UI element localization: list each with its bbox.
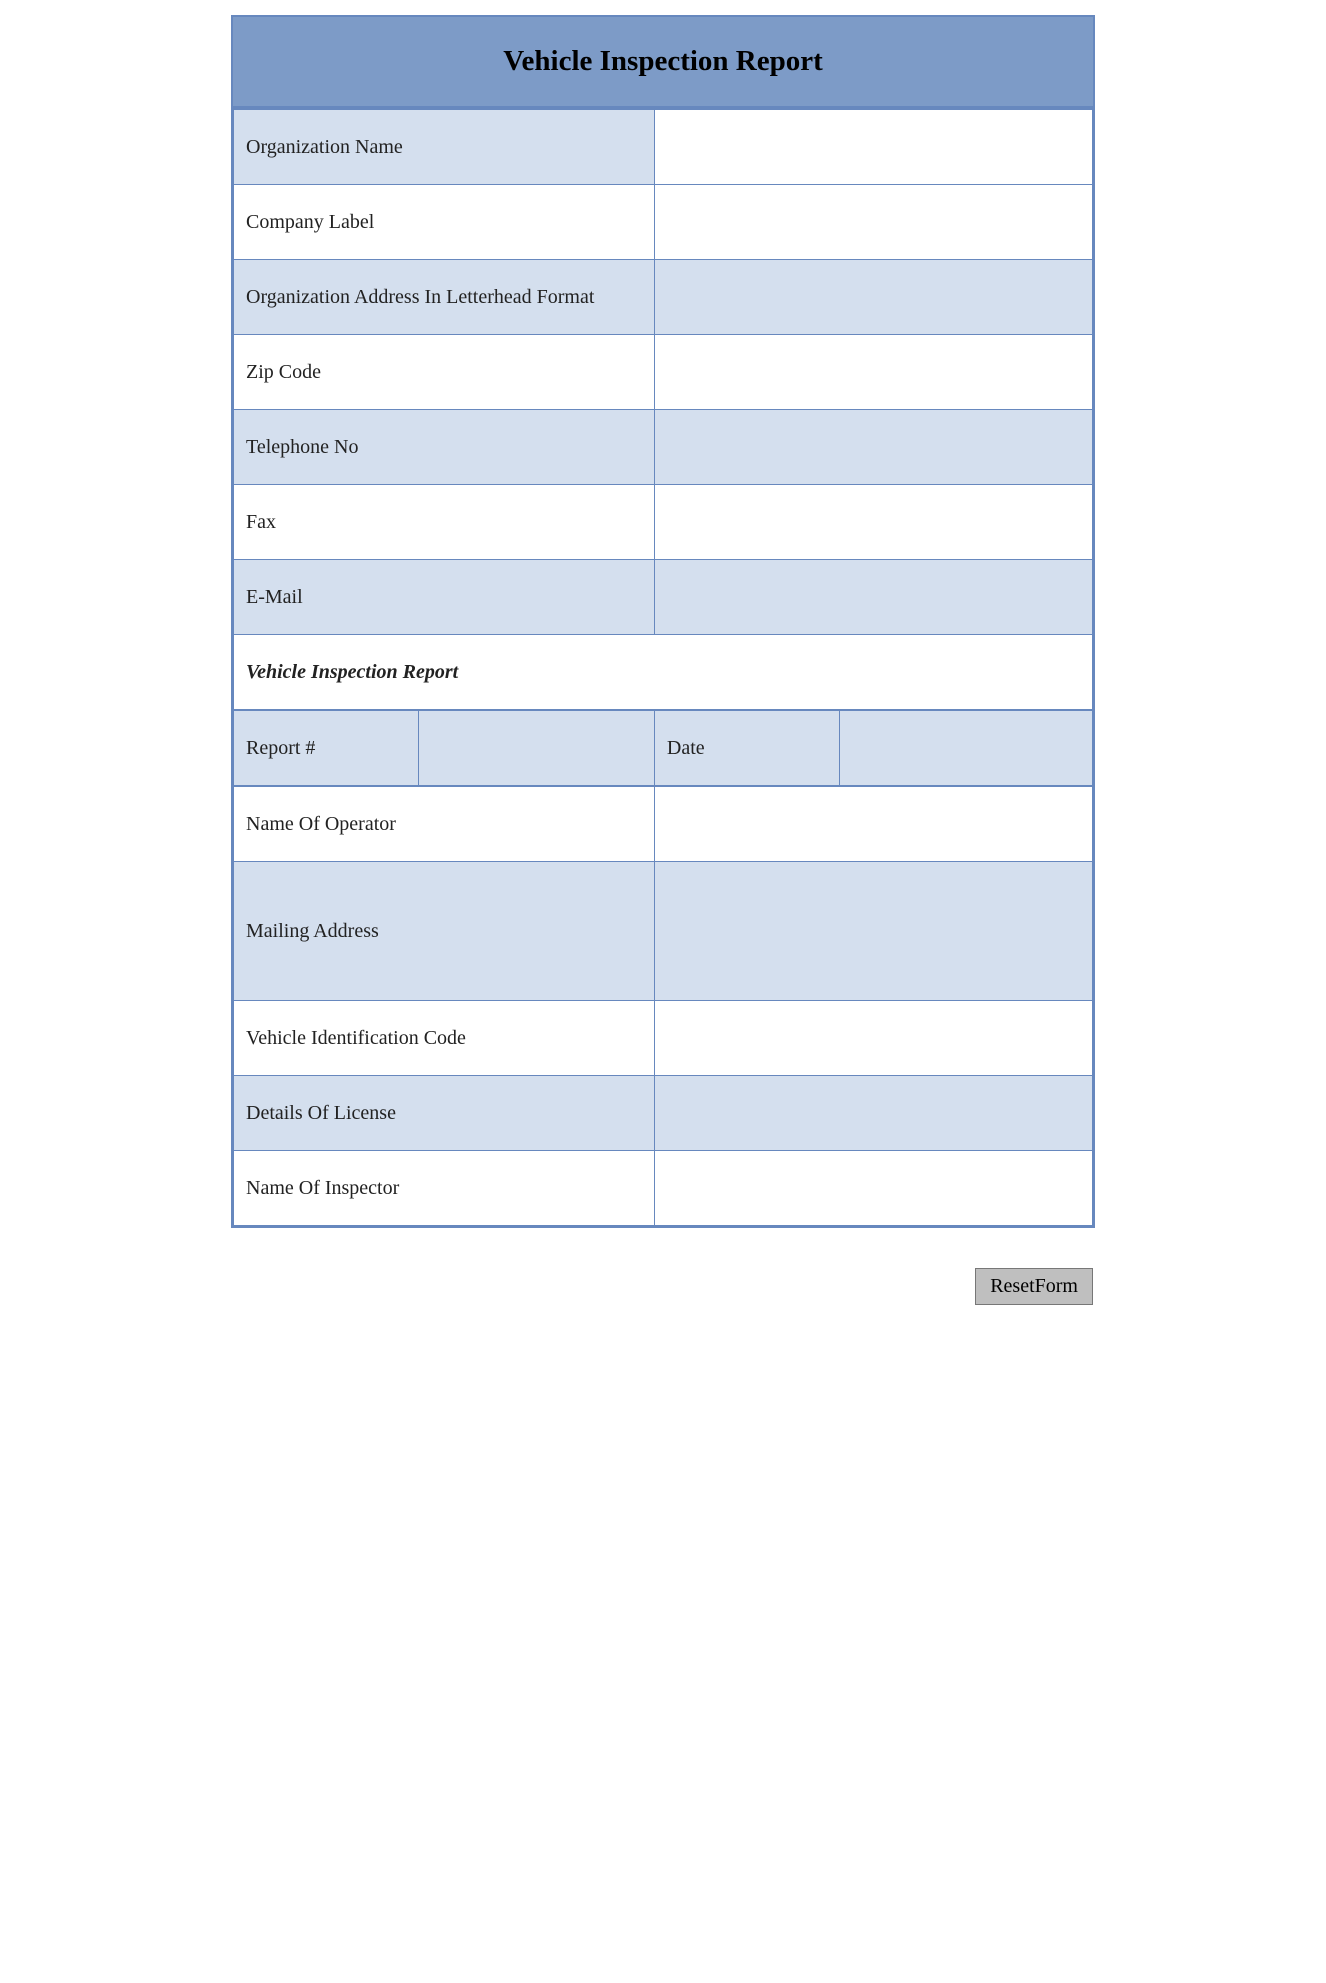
label-license: Details Of License	[234, 1076, 655, 1151]
cell-company-label	[654, 185, 1092, 260]
input-zip-code[interactable]	[667, 360, 1084, 384]
input-date[interactable]	[852, 736, 1084, 760]
row-zip-code: Zip Code	[234, 335, 1093, 410]
input-company-label[interactable]	[667, 210, 1084, 234]
form-title: Vehicle Inspection Report	[233, 45, 1093, 78]
details-table: Name Of Operator Mailing Address Vehicle…	[233, 786, 1093, 1226]
footer: ResetForm	[233, 1268, 1093, 1305]
input-email[interactable]	[667, 585, 1084, 609]
row-telephone: Telephone No	[234, 410, 1093, 485]
input-license[interactable]	[667, 1101, 1084, 1125]
label-vin: Vehicle Identification Code	[234, 1001, 655, 1076]
form-container: Vehicle Inspection Report Organization N…	[231, 15, 1095, 1228]
label-date: Date	[654, 711, 839, 786]
label-company-label: Company Label	[234, 185, 655, 260]
input-org-name[interactable]	[667, 135, 1084, 159]
cell-fax	[654, 485, 1092, 560]
label-mailing: Mailing Address	[234, 862, 655, 1001]
cell-zip-code	[654, 335, 1092, 410]
cell-org-address	[654, 260, 1092, 335]
cell-report-number	[418, 711, 654, 786]
label-email: E-Mail	[234, 560, 655, 635]
input-operator[interactable]	[667, 812, 1084, 836]
input-telephone[interactable]	[667, 435, 1084, 459]
section-title: Vehicle Inspection Report	[234, 635, 1093, 710]
reset-form-button[interactable]: ResetForm	[975, 1268, 1093, 1305]
row-inspector: Name Of Inspector	[234, 1151, 1093, 1226]
report-date-table: Report # Date	[233, 710, 1093, 786]
cell-operator	[654, 787, 1092, 862]
row-org-name: Organization Name	[234, 110, 1093, 185]
row-company-label: Company Label	[234, 185, 1093, 260]
cell-org-name	[654, 110, 1092, 185]
input-vin[interactable]	[667, 1026, 1084, 1050]
label-report-number: Report #	[234, 711, 419, 786]
section-row: Vehicle Inspection Report	[234, 635, 1093, 710]
row-mailing: Mailing Address	[234, 862, 1093, 1001]
row-org-address: Organization Address In Letterhead Forma…	[234, 260, 1093, 335]
input-report-number[interactable]	[431, 736, 646, 760]
cell-inspector	[654, 1151, 1092, 1226]
input-fax[interactable]	[667, 510, 1084, 534]
input-inspector[interactable]	[667, 1176, 1084, 1200]
row-report-date: Report # Date	[234, 711, 1093, 786]
label-org-name: Organization Name	[234, 110, 655, 185]
label-inspector: Name Of Inspector	[234, 1151, 655, 1226]
row-operator: Name Of Operator	[234, 787, 1093, 862]
form-table: Organization Name Company Label Organiza…	[233, 109, 1093, 710]
cell-vin	[654, 1001, 1092, 1076]
row-fax: Fax	[234, 485, 1093, 560]
cell-mailing	[654, 862, 1092, 1001]
row-email: E-Mail	[234, 560, 1093, 635]
form-header: Vehicle Inspection Report	[233, 17, 1093, 109]
label-zip-code: Zip Code	[234, 335, 655, 410]
row-license: Details Of License	[234, 1076, 1093, 1151]
label-telephone: Telephone No	[234, 410, 655, 485]
input-mailing[interactable]	[667, 882, 1084, 974]
label-org-address: Organization Address In Letterhead Forma…	[234, 260, 655, 335]
cell-license	[654, 1076, 1092, 1151]
cell-telephone	[654, 410, 1092, 485]
cell-email	[654, 560, 1092, 635]
row-vin: Vehicle Identification Code	[234, 1001, 1093, 1076]
label-fax: Fax	[234, 485, 655, 560]
cell-date	[839, 711, 1092, 786]
label-operator: Name Of Operator	[234, 787, 655, 862]
input-org-address[interactable]	[667, 285, 1084, 309]
